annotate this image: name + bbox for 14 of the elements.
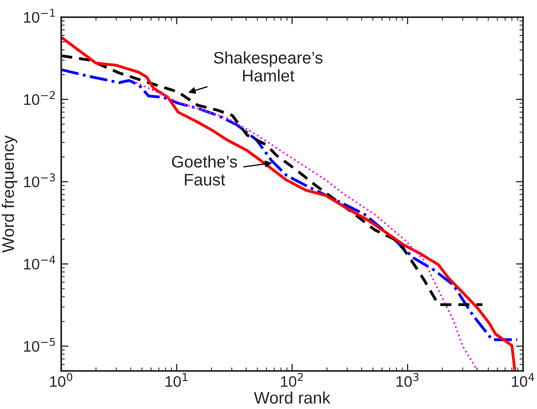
- x-tick-label: 10$^{1}$: [166, 373, 188, 387]
- y-tick-label: 10$^{−1}$: [24, 8, 55, 23]
- annotation: Shakespeare’s Hamlet: [214, 51, 322, 82]
- annotation: Goethe’s Faust: [172, 155, 237, 186]
- x-tick-label: 10$^{0}$: [50, 372, 72, 387]
- x-tick-label: 10$^{4}$: [512, 373, 534, 387]
- y-tick-label: 10$^{−2}$: [24, 91, 55, 106]
- y-tick-label: 10$^{−4}$: [24, 256, 56, 270]
- x-tick-label: 10$^{3}$: [396, 372, 418, 387]
- x-tick-label: 10$^{2}$: [281, 372, 303, 387]
- y-tick-label: 10$^{−5}$: [24, 338, 55, 352]
- y-tick-label: 10$^{−3}$: [24, 173, 55, 188]
- y-axis-title: Word frequency: [2, 135, 18, 253]
- x-axis-title: Word rank: [254, 391, 330, 404]
